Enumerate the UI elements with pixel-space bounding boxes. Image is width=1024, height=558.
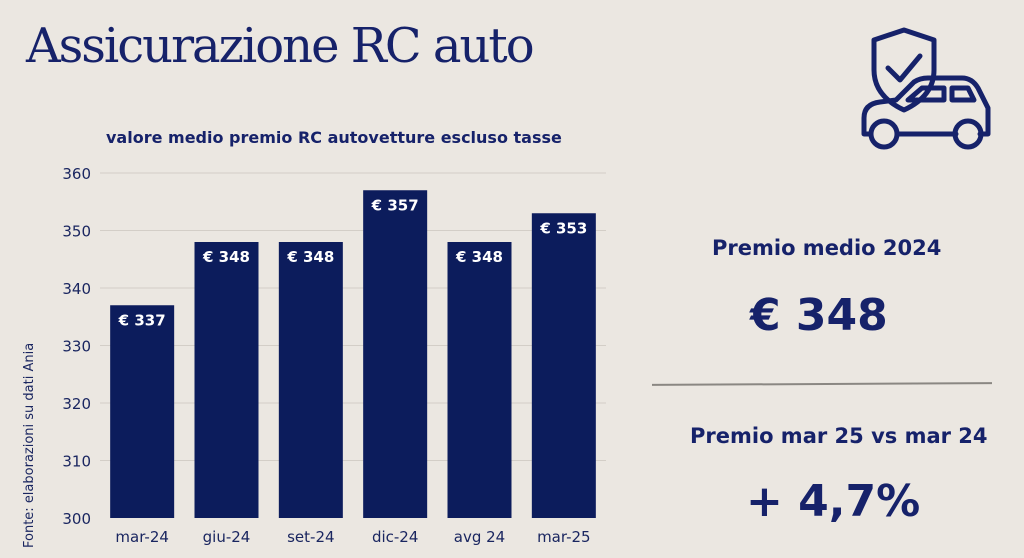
data-label: € 348 (286, 248, 334, 266)
page-title: Assicurazione RC auto (26, 18, 535, 74)
yoy-change-value: + 4,7% (746, 476, 921, 527)
bar (531, 213, 596, 518)
x-tick-label: set-24 (287, 528, 334, 546)
yoy-change-label: Premio mar 25 vs mar 24 (690, 424, 988, 448)
bar (278, 242, 343, 518)
x-tick-label: mar-25 (537, 528, 591, 546)
bar (194, 242, 259, 518)
data-label: € 357 (371, 196, 419, 214)
bar-chart: 300 310 320 330 340 350 360 € 337 mar-24 € 348 giu… (62, 165, 606, 546)
y-tick-label: 340 (62, 280, 91, 298)
x-tick-label: mar-24 (115, 528, 169, 546)
x-tick-label: avg 24 (454, 528, 505, 546)
data-label: € 348 (455, 248, 503, 266)
y-tick-label: 320 (62, 395, 91, 413)
x-tick-label: dic-24 (372, 528, 418, 546)
y-tick-label: 310 (62, 453, 91, 471)
y-tick-label: 330 (62, 338, 91, 356)
data-label: € 337 (118, 311, 166, 329)
avg-premium-label: Premio medio 2024 (712, 236, 942, 260)
bar (363, 190, 428, 518)
data-label: € 348 (202, 248, 250, 266)
y-tick-label: 300 (62, 510, 91, 528)
divider (651, 382, 993, 386)
avg-premium-value: € 348 (750, 290, 888, 341)
chart-title: valore medio premio RC autovetture esclu… (106, 128, 562, 147)
bar (447, 242, 512, 518)
y-tick-label: 350 (62, 223, 91, 241)
x-tick-label: giu-24 (203, 528, 251, 546)
car-shield-check-icon (861, 27, 991, 150)
bar (110, 305, 175, 518)
data-label: € 353 (539, 219, 587, 237)
y-tick-label: 360 (62, 165, 91, 183)
